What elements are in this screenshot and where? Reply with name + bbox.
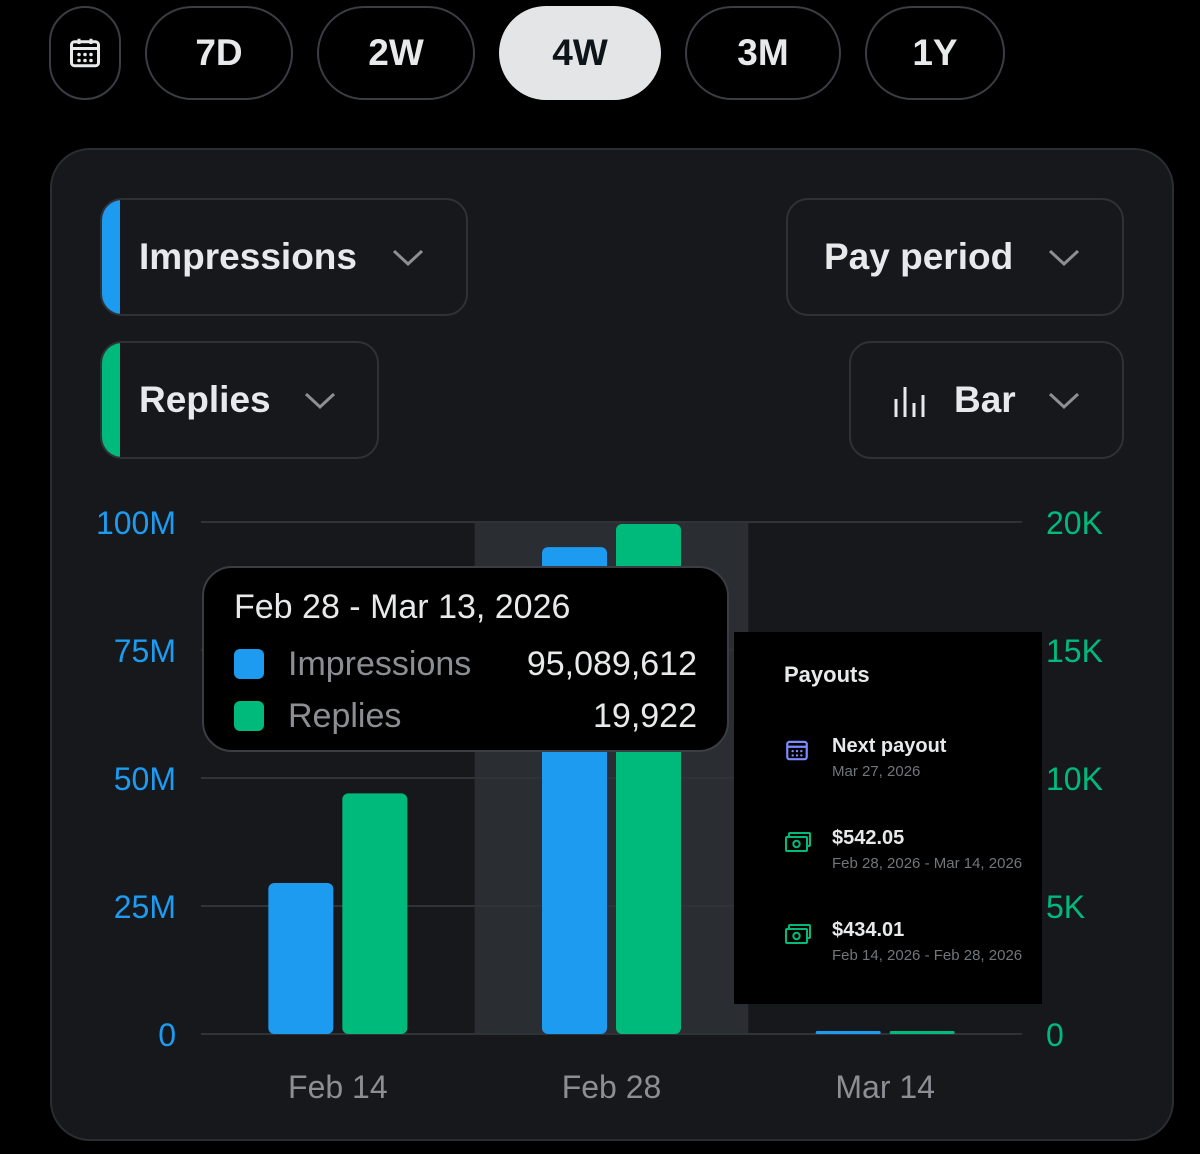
right-axis-tick: 15K bbox=[1046, 633, 1103, 669]
metric1-label: Impressions bbox=[139, 236, 357, 277]
impressions-swatch bbox=[234, 649, 264, 679]
right-axis-tick: 0 bbox=[1046, 1017, 1064, 1053]
range-tab-3m[interactable]: 3M bbox=[685, 6, 841, 100]
right-axis-tick: 10K bbox=[1046, 761, 1103, 797]
chevron-down-icon bbox=[392, 249, 424, 267]
tooltip-row-impressions: Impressions 95,089,612 bbox=[234, 644, 697, 684]
tooltip-series-name: Impressions bbox=[288, 644, 472, 683]
bar-replies bbox=[889, 1031, 955, 1034]
range-tab-4w[interactable]: 4W bbox=[499, 6, 661, 100]
chevron-down-icon bbox=[1048, 392, 1080, 410]
chart-tooltip: Feb 28 - Mar 13, 2026 Impressions 95,089… bbox=[202, 566, 729, 752]
bar-impressions bbox=[268, 882, 334, 1034]
range-tab-2w[interactable]: 2W bbox=[317, 6, 475, 100]
payouts-panel: Payouts Next payout Mar 27, 2026 $542.05… bbox=[734, 632, 1042, 1004]
calendar-icon bbox=[786, 740, 808, 761]
metric2-dropdown[interactable]: Replies bbox=[100, 341, 379, 459]
left-axis-tick: 0 bbox=[158, 1017, 176, 1053]
metric1-color-accent bbox=[102, 200, 120, 314]
metric1-dropdown[interactable]: Impressions bbox=[100, 198, 468, 316]
x-axis-tick: Mar 14 bbox=[835, 1069, 935, 1105]
x-axis-tick: Feb 28 bbox=[562, 1069, 662, 1105]
left-axis-tick: 50M bbox=[114, 761, 176, 797]
tooltip-row-replies: Replies 19,922 bbox=[234, 696, 697, 736]
replies-swatch bbox=[234, 701, 264, 731]
next-payout-date: Mar 27, 2026 bbox=[832, 763, 921, 780]
bar-impressions bbox=[815, 1031, 881, 1034]
tooltip-series-value: 19,922 bbox=[593, 696, 697, 735]
range-tab-1y[interactable]: 1Y bbox=[865, 6, 1005, 100]
payout-amount: $542.05 bbox=[832, 827, 905, 849]
x-axis-tick: Feb 14 bbox=[288, 1069, 388, 1105]
next-payout-label: Next payout bbox=[832, 735, 947, 757]
chevron-down-icon bbox=[1048, 249, 1080, 267]
payout-range: Feb 28, 2026 - Mar 14, 2026 bbox=[832, 855, 1023, 872]
payout-amount: $434.01 bbox=[832, 919, 905, 941]
metric2-color-accent bbox=[102, 343, 120, 457]
money-icon bbox=[785, 924, 811, 944]
chart-type-dropdown[interactable]: Bar bbox=[849, 341, 1124, 459]
left-axis-tick: 25M bbox=[114, 889, 176, 925]
right-axis-tick: 20K bbox=[1046, 505, 1103, 541]
bar-chart-icon bbox=[894, 387, 925, 417]
calendar-icon bbox=[70, 38, 100, 68]
payout-range: Feb 14, 2026 - Feb 28, 2026 bbox=[832, 947, 1023, 964]
chart-type-label: Bar bbox=[954, 379, 1016, 420]
tooltip-series-name: Replies bbox=[288, 696, 402, 735]
money-icon bbox=[785, 832, 811, 852]
left-axis-tick: 75M bbox=[114, 633, 176, 669]
tooltip-date: Feb 28 - Mar 13, 2026 bbox=[234, 588, 571, 626]
tooltip-series-value: 95,089,612 bbox=[526, 644, 697, 683]
pay-period-label: Pay period bbox=[824, 236, 1014, 277]
right-axis-tick: 5K bbox=[1046, 889, 1085, 925]
date-picker-button[interactable] bbox=[49, 6, 121, 100]
bar-replies bbox=[342, 793, 408, 1034]
metric2-label: Replies bbox=[139, 379, 271, 420]
chevron-down-icon bbox=[304, 392, 336, 410]
left-axis-tick: 100M bbox=[96, 505, 176, 541]
payouts-title: Payouts bbox=[784, 662, 870, 687]
range-tab-7d[interactable]: 7D bbox=[145, 6, 293, 100]
pay-period-dropdown[interactable]: Pay period bbox=[786, 198, 1124, 316]
